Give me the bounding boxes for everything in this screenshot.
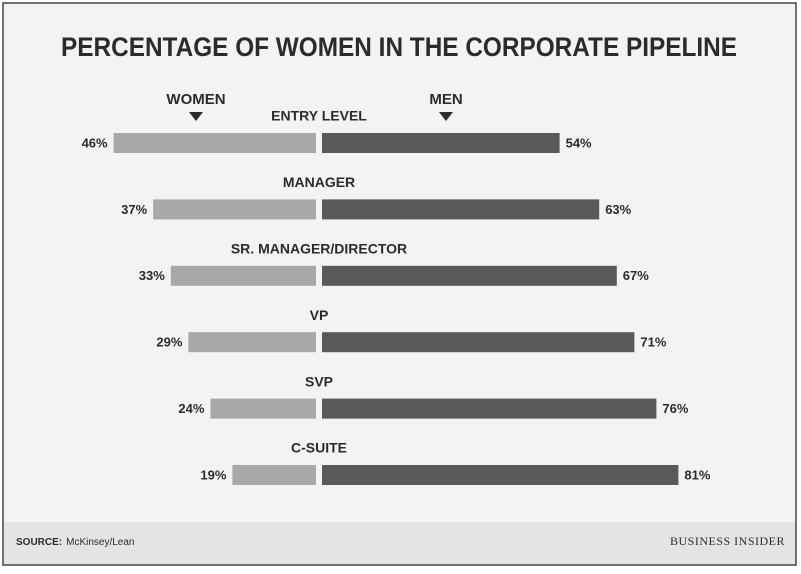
category-label: ENTRY LEVEL (271, 108, 367, 124)
bar (188, 332, 316, 353)
bar (210, 398, 316, 419)
legend-label: WOMEN (166, 91, 225, 108)
bar (322, 265, 617, 286)
value-label: 29% (156, 335, 182, 350)
legend-arrow (439, 112, 453, 121)
legend-arrow (189, 112, 203, 121)
value-label: 33% (139, 268, 165, 283)
category-label: MANAGER (283, 174, 355, 190)
footer-band (4, 522, 795, 564)
value-label: 19% (200, 467, 226, 482)
bar (322, 398, 657, 419)
value-label: 81% (684, 467, 710, 482)
category-label: C-SUITE (291, 440, 347, 456)
value-label: 76% (662, 401, 688, 416)
bar (322, 332, 635, 353)
chart-title: PERCENTAGE OF WOMEN IN THE CORPORATE PIP… (61, 32, 737, 62)
source-label: SOURCE: (16, 537, 62, 548)
source-text: McKinsey/Lean (66, 537, 134, 548)
category-label: SVP (305, 373, 333, 389)
category-label: VP (310, 307, 329, 323)
source: SOURCE: McKinsey/Lean (16, 537, 135, 548)
bar (322, 465, 679, 485)
legend-label: MEN (429, 91, 462, 108)
value-label: 46% (82, 135, 108, 150)
value-label: 71% (640, 335, 666, 350)
bar (170, 265, 316, 286)
bar (153, 199, 316, 220)
value-label: 67% (623, 268, 649, 283)
bar (322, 199, 600, 220)
bar (232, 465, 316, 485)
category-label: SR. MANAGER/DIRECTOR (231, 241, 407, 257)
value-label: 24% (178, 401, 204, 416)
bar (322, 133, 560, 153)
value-label: 63% (605, 202, 631, 217)
value-label: 37% (121, 202, 147, 217)
publisher: BUSINESS INSIDER (670, 534, 785, 548)
bar (113, 133, 316, 153)
value-label: 54% (566, 135, 592, 150)
